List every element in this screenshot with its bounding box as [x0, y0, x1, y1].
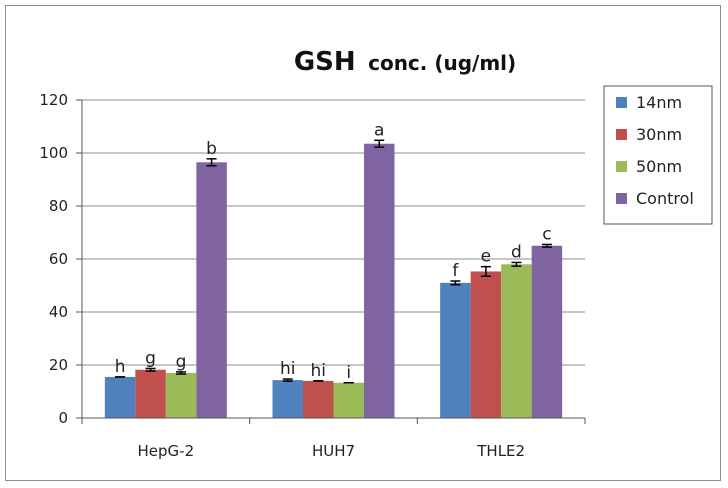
- x-category-label: HUH7: [312, 442, 355, 460]
- legend-label: Control: [636, 189, 694, 208]
- bar: [364, 143, 395, 418]
- x-category-label: THLE2: [476, 442, 525, 460]
- x-category-label: HepG-2: [138, 442, 195, 460]
- legend: 14nm 30nm 50nm Control: [603, 85, 713, 225]
- legend-label: 14nm: [636, 93, 682, 112]
- bar: [333, 382, 364, 418]
- bar: [440, 282, 471, 418]
- y-tick-label: 20: [49, 356, 68, 374]
- y-tick-label: 60: [49, 250, 68, 268]
- significance-label: f: [452, 261, 459, 281]
- significance-label: g: [145, 348, 156, 368]
- bar: [501, 264, 532, 418]
- significance-label: hi: [280, 359, 296, 379]
- bar: [104, 376, 136, 418]
- y-tick-label: 100: [39, 144, 68, 162]
- significance-label: b: [206, 139, 217, 159]
- y-tick-label: 40: [49, 303, 68, 321]
- legend-label: 50nm: [636, 157, 682, 176]
- significance-label: e: [481, 247, 491, 267]
- bar: [135, 369, 166, 418]
- significance-label: d: [511, 242, 522, 262]
- legend-swatch: [616, 129, 627, 140]
- significance-label: i: [346, 363, 351, 383]
- chart-title-main: GSH: [294, 47, 356, 77]
- bar: [303, 380, 334, 418]
- bar: [165, 372, 197, 418]
- y-tick-label: 0: [58, 409, 68, 427]
- significance-label: g: [176, 352, 187, 372]
- legend-swatch: [616, 161, 627, 172]
- axes: 0 20 40 60 80 100 120 HepG-2 HUH7 THLE2: [39, 91, 586, 460]
- significance-label: hi: [311, 361, 327, 381]
- chart-title-sub: conc. (ug/ml): [368, 51, 516, 75]
- bar: [470, 271, 502, 418]
- bar: [196, 162, 227, 418]
- legend-label: 30nm: [636, 125, 682, 144]
- significance-label: a: [374, 120, 384, 140]
- chart-title: GSH conc. (ug/ml): [294, 47, 516, 77]
- significance-label: h: [115, 357, 126, 377]
- y-tick-label: 80: [49, 197, 68, 215]
- bar: [531, 245, 563, 418]
- legend-swatch: [616, 193, 627, 204]
- significance-label: c: [542, 224, 551, 244]
- y-tick-label: 120: [39, 91, 68, 109]
- legend-swatch: [616, 97, 627, 108]
- bar: [272, 380, 303, 418]
